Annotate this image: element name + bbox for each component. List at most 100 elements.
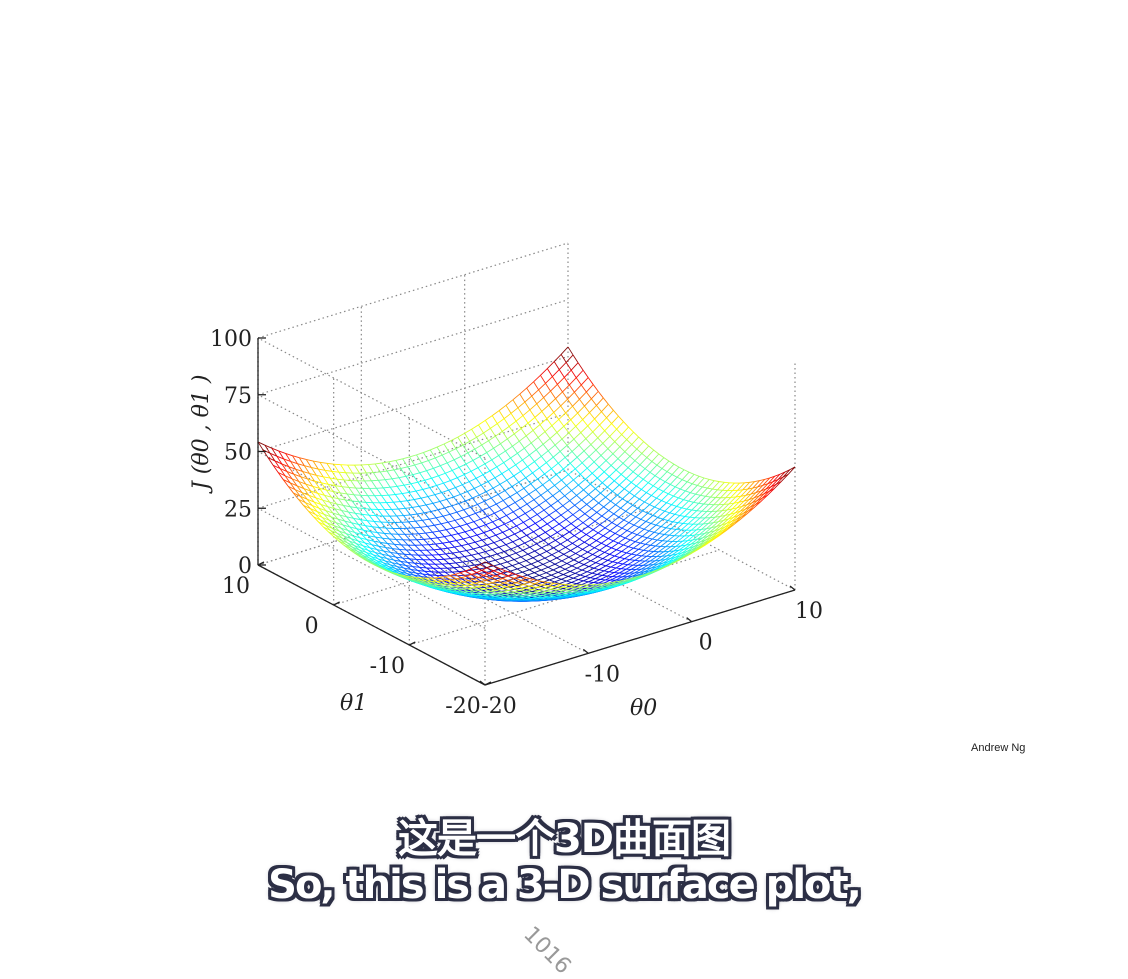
- surface-mesh-line: [607, 573, 614, 577]
- surface-mesh-line: [439, 530, 446, 531]
- surface-mesh-line: [608, 560, 613, 561]
- surface-mesh-line: [634, 432, 639, 437]
- surface-mesh-line: [598, 391, 603, 398]
- surface-mesh-line: [533, 468, 540, 473]
- surface-mesh-line: [616, 499, 623, 505]
- surface-mesh-line: [549, 515, 554, 520]
- surface-mesh-line: [508, 503, 515, 507]
- surface-mesh-line: [692, 510, 697, 511]
- surface-mesh-line: [560, 485, 567, 490]
- surface-mesh-line: [533, 558, 538, 561]
- surface-mesh-line: [505, 568, 510, 571]
- surface-mesh-line: [565, 491, 572, 496]
- surface-mesh-line: [425, 478, 432, 480]
- surface-mesh-line: [566, 406, 573, 413]
- surface-mesh-line: [621, 508, 626, 511]
- surface-mesh-line: [572, 445, 579, 451]
- surface-mesh-line: [629, 486, 636, 492]
- surface-mesh-line: [471, 555, 476, 559]
- surface-mesh-line: [549, 405, 554, 412]
- surface-mesh-line: [332, 471, 337, 479]
- surface-mesh-line: [652, 539, 657, 540]
- surface-mesh-line: [358, 481, 363, 489]
- x-tick-label: -10: [585, 662, 620, 687]
- surface-mesh-line: [570, 571, 575, 573]
- surface-mesh-line: [562, 532, 569, 536]
- surface-mesh-line: [548, 567, 553, 570]
- surface-mesh-line: [689, 501, 694, 502]
- surface-mesh-line: [596, 443, 603, 450]
- surface-mesh-line: [549, 544, 554, 548]
- surface-mesh-line: [437, 444, 444, 447]
- surface-mesh-line: [464, 507, 471, 510]
- surface-mesh-line: [497, 419, 504, 424]
- surface-mesh-line: [495, 478, 500, 485]
- surface-mesh-line: [504, 419, 509, 427]
- surface-mesh-line: [608, 556, 615, 560]
- surface-mesh-line: [550, 532, 557, 536]
- surface-mesh-line: [477, 570, 482, 572]
- surface-mesh-line: [522, 494, 529, 498]
- surface-mesh-line: [536, 485, 543, 490]
- surface-mesh-line: [487, 543, 494, 545]
- surface-mesh-line: [498, 527, 503, 532]
- surface-mesh-line: [471, 471, 476, 478]
- surface-mesh-line: [450, 512, 457, 514]
- surface-mesh-line: [339, 472, 344, 480]
- surface-mesh-line: [446, 554, 451, 559]
- surface-mesh-line: [444, 483, 449, 490]
- surface-mesh-line: [664, 529, 671, 535]
- surface-mesh-line: [507, 480, 512, 486]
- surface-mesh-line: [504, 549, 511, 552]
- surface-mesh-line: [421, 498, 426, 505]
- surface-mesh-line: [383, 488, 388, 495]
- surface-mesh-line: [571, 524, 576, 528]
- surface-mesh-line: [429, 545, 434, 550]
- surface-mesh-line: [636, 486, 641, 489]
- surface-mesh-line: [521, 429, 526, 436]
- surface-mesh-line: [434, 549, 441, 550]
- surface-mesh-line: [341, 465, 346, 473]
- surface-mesh-line: [594, 462, 599, 467]
- surface-mesh-line: [571, 580, 578, 583]
- surface-mesh-line: [511, 517, 518, 521]
- surface-mesh-line: [538, 558, 545, 561]
- surface-mesh-line: [493, 522, 498, 527]
- surface-mesh-line: [576, 523, 583, 528]
- surface-mesh-line: [685, 484, 692, 491]
- surface-mesh-line: [500, 439, 507, 444]
- surface-mesh-line: [591, 533, 598, 538]
- surface-mesh-line: [537, 398, 544, 404]
- surface-mesh-line: [652, 461, 657, 465]
- surface-mesh-line: [694, 474, 699, 476]
- surface-mesh-line: [337, 479, 342, 487]
- surface-mesh-line: [622, 523, 629, 529]
- surface-mesh-line: [519, 441, 524, 448]
- surface-mesh-line: [564, 551, 571, 555]
- surface-mesh-line: [639, 493, 646, 499]
- surface-mesh-line: [463, 539, 468, 544]
- surface-mesh-line: [470, 560, 477, 561]
- side-wall-grid-line: [258, 338, 485, 458]
- surface-mesh-line: [504, 458, 511, 463]
- surface-mesh-line: [396, 459, 403, 461]
- surface-mesh-line: [523, 522, 528, 527]
- surface-mesh-line: [620, 440, 627, 447]
- surface-mesh-line: [678, 523, 683, 524]
- surface-mesh-line: [565, 569, 570, 571]
- surface-mesh-line: [404, 516, 409, 522]
- surface-mesh-line: [525, 540, 532, 543]
- surface-mesh-line: [610, 436, 615, 441]
- surface-mesh-line: [627, 525, 634, 531]
- surface-mesh-line: [363, 488, 368, 495]
- surface-mesh-line: [507, 476, 514, 480]
- surface-mesh-line: [560, 567, 565, 569]
- surface-mesh-line: [627, 548, 634, 553]
- surface-mesh-line: [490, 428, 495, 436]
- surface-mesh-line: [415, 545, 420, 550]
- surface-mesh-line: [579, 539, 584, 542]
- surface-mesh-line: [502, 469, 509, 473]
- surface-mesh-line: [534, 456, 541, 461]
- surface-mesh-line: [436, 543, 443, 544]
- surface-mesh-line: [368, 465, 373, 473]
